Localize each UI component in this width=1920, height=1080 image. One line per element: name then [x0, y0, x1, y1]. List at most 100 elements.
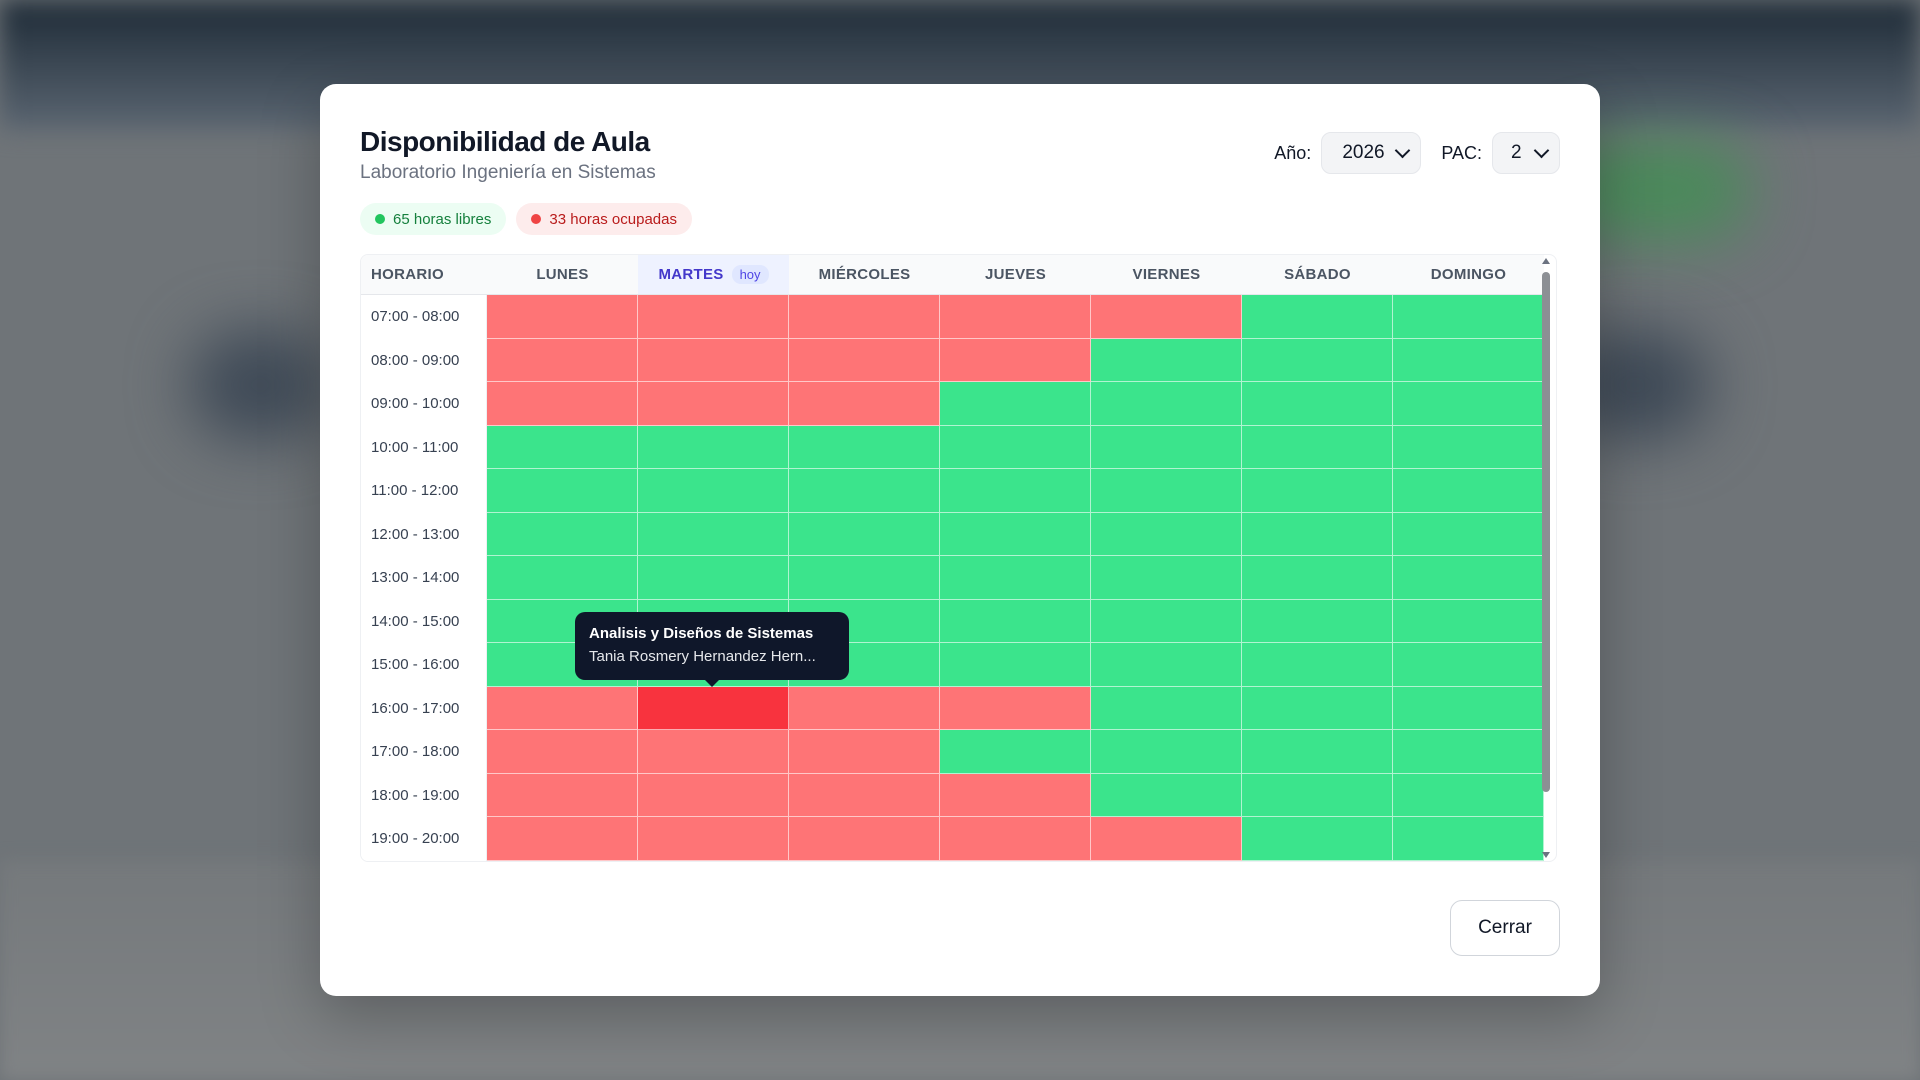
slot-free[interactable] — [1393, 773, 1544, 817]
slot-free[interactable] — [1091, 556, 1242, 600]
day-header: DOMINGO — [1393, 255, 1544, 295]
slot-occupied[interactable] — [940, 295, 1091, 339]
slot-free[interactable] — [1242, 817, 1393, 861]
slot-free[interactable] — [487, 425, 638, 469]
slot-free[interactable] — [940, 556, 1091, 600]
slot-free[interactable] — [1242, 295, 1393, 339]
pac-select[interactable]: 2 — [1492, 132, 1560, 174]
free-hours-label: 65 horas libres — [393, 210, 492, 228]
slot-free[interactable] — [487, 512, 638, 556]
slot-free[interactable] — [789, 556, 940, 600]
slot-occupied[interactable] — [789, 817, 940, 861]
slot-free[interactable] — [1393, 469, 1544, 513]
slot-free[interactable] — [1242, 599, 1393, 643]
year-select[interactable]: 2026 — [1321, 132, 1422, 174]
slot-free[interactable] — [789, 469, 940, 513]
slot-tooltip: Analisis y Diseños de Sistemas Tania Ros… — [575, 612, 849, 687]
slot-free[interactable] — [1242, 512, 1393, 556]
slot-occupied[interactable] — [487, 817, 638, 861]
slot-free[interactable] — [1242, 338, 1393, 382]
scroll-down-arrow-icon[interactable] — [1542, 852, 1550, 858]
scrollbar-thumb[interactable] — [1542, 272, 1550, 792]
year-label: Año: — [1274, 142, 1312, 163]
slot-free[interactable] — [638, 512, 789, 556]
slot-free[interactable] — [487, 556, 638, 600]
slot-occupied[interactable] — [940, 817, 1091, 861]
slot-occupied[interactable] — [638, 382, 789, 426]
slot-free[interactable] — [1242, 425, 1393, 469]
slot-free[interactable] — [638, 469, 789, 513]
slot-free[interactable] — [940, 425, 1091, 469]
time-slot-label: 09:00 - 10:00 — [361, 382, 487, 426]
slot-free[interactable] — [1393, 599, 1544, 643]
slot-free[interactable] — [1393, 512, 1544, 556]
slot-free[interactable] — [1242, 730, 1393, 774]
slot-free[interactable] — [1091, 382, 1242, 426]
slot-occupied[interactable] — [789, 382, 940, 426]
slot-free[interactable] — [1242, 382, 1393, 426]
slot-free[interactable] — [1393, 425, 1544, 469]
slot-free[interactable] — [638, 425, 789, 469]
slot-free[interactable] — [1242, 556, 1393, 600]
scroll-up-arrow-icon[interactable] — [1542, 258, 1550, 264]
slot-occupied[interactable] — [1091, 817, 1242, 861]
slot-free[interactable] — [1091, 773, 1242, 817]
slot-occupied[interactable] — [789, 730, 940, 774]
slot-free[interactable] — [1091, 425, 1242, 469]
slot-free[interactable] — [1393, 817, 1544, 861]
slot-occupied[interactable] — [487, 730, 638, 774]
slot-free[interactable] — [940, 643, 1091, 687]
slot-free[interactable] — [1393, 730, 1544, 774]
slot-free[interactable] — [1242, 643, 1393, 687]
slot-occupied[interactable] — [487, 773, 638, 817]
slot-occupied[interactable] — [638, 773, 789, 817]
slot-free[interactable] — [1242, 686, 1393, 730]
slot-free[interactable] — [1393, 295, 1544, 339]
slot-free[interactable] — [1091, 730, 1242, 774]
slot-occupied[interactable] — [638, 338, 789, 382]
slot-free[interactable] — [487, 469, 638, 513]
slot-free[interactable] — [789, 512, 940, 556]
slot-occupied[interactable] — [638, 817, 789, 861]
slot-free[interactable] — [1393, 556, 1544, 600]
slot-free[interactable] — [1393, 338, 1544, 382]
slot-occupied[interactable] — [487, 686, 638, 730]
slot-free[interactable] — [1242, 469, 1393, 513]
slot-free[interactable] — [1242, 773, 1393, 817]
day-header: VIERNES — [1091, 255, 1242, 295]
table-scrollbar[interactable] — [1540, 258, 1552, 858]
slot-free[interactable] — [1091, 469, 1242, 513]
slot-free[interactable] — [1393, 686, 1544, 730]
slot-occupied[interactable] — [789, 773, 940, 817]
slot-free[interactable] — [1393, 382, 1544, 426]
slot-occupied[interactable] — [487, 295, 638, 339]
slot-free[interactable] — [1091, 599, 1242, 643]
slot-free[interactable] — [1091, 338, 1242, 382]
slot-free[interactable] — [1393, 643, 1544, 687]
slot-free[interactable] — [940, 469, 1091, 513]
slot-occupied[interactable] — [638, 686, 789, 730]
slot-occupied[interactable] — [487, 382, 638, 426]
slot-occupied[interactable] — [940, 773, 1091, 817]
close-button[interactable]: Cerrar — [1450, 900, 1560, 956]
slot-free[interactable] — [638, 556, 789, 600]
slot-free[interactable] — [1091, 686, 1242, 730]
slot-free[interactable] — [940, 382, 1091, 426]
slot-occupied[interactable] — [940, 686, 1091, 730]
slot-occupied[interactable] — [487, 338, 638, 382]
slot-occupied[interactable] — [1091, 295, 1242, 339]
slot-free[interactable] — [940, 599, 1091, 643]
slot-occupied[interactable] — [789, 295, 940, 339]
day-label: MARTES — [658, 266, 724, 283]
slot-free[interactable] — [1091, 512, 1242, 556]
slot-occupied[interactable] — [638, 730, 789, 774]
slot-free[interactable] — [789, 425, 940, 469]
time-slot-label: 12:00 - 13:00 — [361, 512, 487, 556]
slot-free[interactable] — [940, 512, 1091, 556]
slot-occupied[interactable] — [789, 338, 940, 382]
slot-occupied[interactable] — [940, 338, 1091, 382]
slot-free[interactable] — [1091, 643, 1242, 687]
slot-occupied[interactable] — [638, 295, 789, 339]
slot-occupied[interactable] — [789, 686, 940, 730]
slot-free[interactable] — [940, 730, 1091, 774]
